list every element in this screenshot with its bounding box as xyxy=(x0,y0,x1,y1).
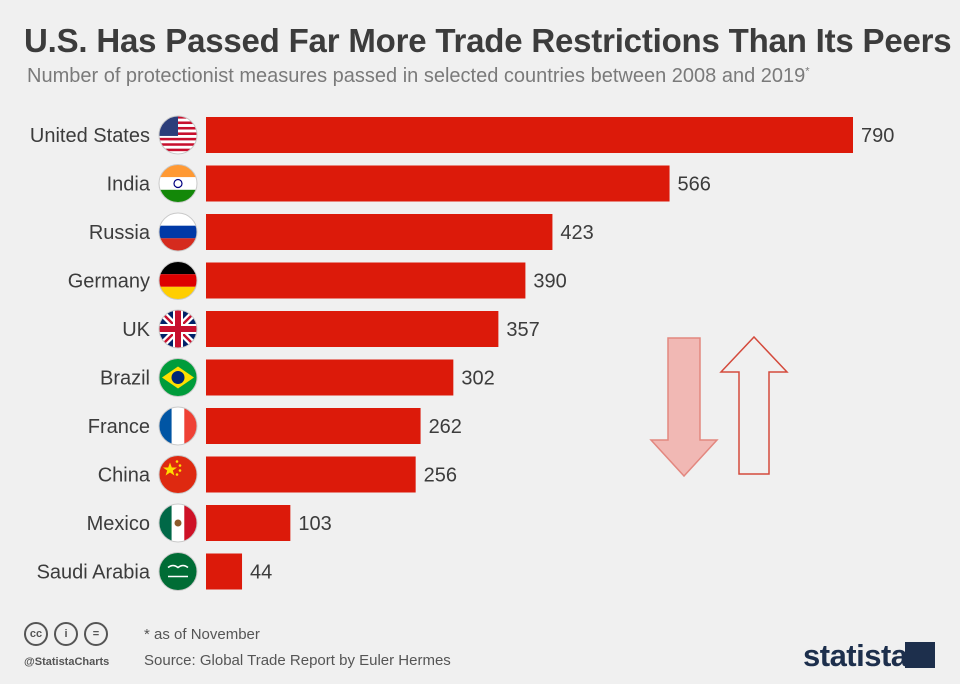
decorative-arrows xyxy=(649,335,789,478)
uk-flag-icon xyxy=(158,309,198,349)
category-label: Russia xyxy=(89,222,151,244)
category-label: Germany xyxy=(68,271,150,293)
bar xyxy=(206,505,291,541)
china-flag-icon xyxy=(158,455,198,494)
saudi-arabia-flag-icon xyxy=(158,552,198,591)
bar xyxy=(206,359,454,396)
russia-flag-icon xyxy=(158,212,198,252)
license-icons: cc i = xyxy=(24,622,108,646)
value-label: 103 xyxy=(298,513,331,535)
india-flag-icon xyxy=(158,164,198,203)
france-flag-icon xyxy=(158,406,198,446)
bar xyxy=(206,553,243,590)
chart-title: U.S. Has Passed Far More Trade Restricti… xyxy=(24,22,952,59)
value-label: 302 xyxy=(461,368,494,390)
bar xyxy=(206,311,499,347)
category-label: China xyxy=(98,465,151,487)
cc-icon: cc xyxy=(24,622,48,646)
category-label: Brazil xyxy=(100,368,150,390)
brazil-flag-icon xyxy=(158,358,198,397)
value-label: 390 xyxy=(533,271,566,293)
bar xyxy=(206,262,526,299)
value-label: 423 xyxy=(560,222,593,244)
mexico-flag-icon xyxy=(158,503,198,543)
bar xyxy=(206,117,853,153)
category-label: Saudi Arabia xyxy=(37,562,151,584)
category-label: Mexico xyxy=(87,513,150,535)
category-label: India xyxy=(107,174,151,196)
statista-logo-icon xyxy=(905,642,935,668)
value-label: 790 xyxy=(861,125,894,147)
category-label: UK xyxy=(122,319,150,341)
no-derivatives-icon: = xyxy=(84,622,108,646)
germany-flag-icon xyxy=(158,261,198,300)
category-label: United States xyxy=(30,125,150,147)
category-label: France xyxy=(88,416,150,438)
value-label: 566 xyxy=(678,174,711,196)
value-label: 256 xyxy=(424,465,457,487)
bar xyxy=(206,165,670,202)
value-label: 357 xyxy=(506,319,539,341)
value-label: 262 xyxy=(429,416,462,438)
bar xyxy=(206,456,416,493)
twitter-handle: @StatistaCharts xyxy=(24,656,110,668)
footnote: * as of November xyxy=(144,626,260,643)
bar xyxy=(206,408,421,444)
statista-logo[interactable]: statista xyxy=(803,638,908,673)
us-flag-icon xyxy=(158,115,198,155)
bar xyxy=(206,214,553,250)
attribution-icon: i xyxy=(54,622,78,646)
source-note: Source: Global Trade Report by Euler Her… xyxy=(144,652,451,669)
down-arrow-icon xyxy=(649,337,719,478)
up-arrow-icon xyxy=(719,335,789,475)
value-label: 44 xyxy=(250,562,272,584)
chart-subtitle: Number of protectionist measures passed … xyxy=(27,65,810,87)
